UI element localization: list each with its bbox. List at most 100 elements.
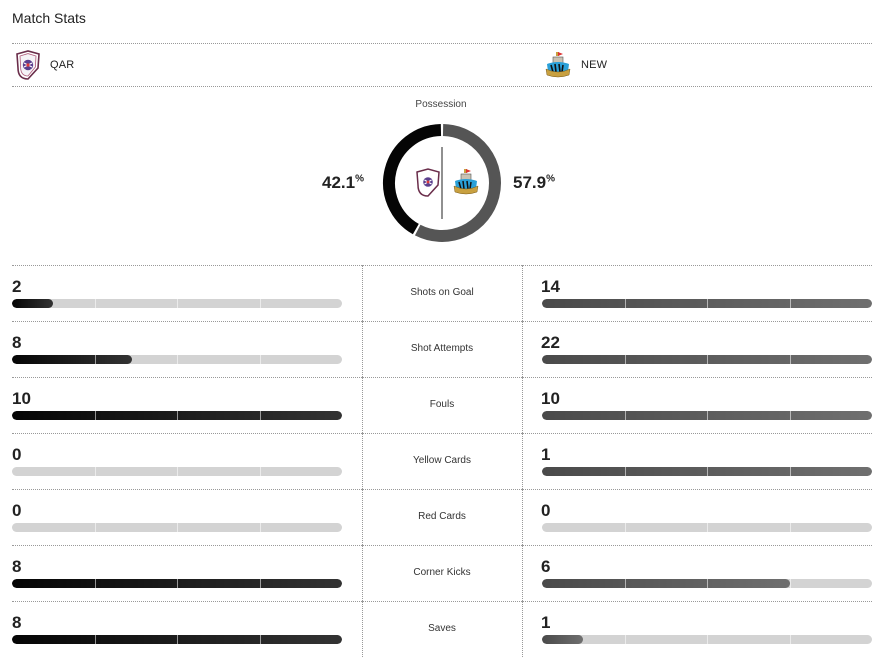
bar-segment-tick [259, 635, 261, 644]
away-stat-bar [542, 411, 872, 420]
bar-segment-tick [94, 579, 96, 588]
stat-label: Shots on Goal [410, 287, 474, 298]
bar-segment-tick [94, 355, 96, 364]
bar-segment-tick [94, 467, 96, 476]
stat-label: Red Cards [418, 511, 466, 522]
away-possession-unit: % [546, 173, 555, 185]
stat-row: 10 Fouls 10 [0, 377, 882, 433]
away-stat-bar [542, 467, 872, 476]
bar-segment-tick [177, 355, 178, 364]
away-stat-value: 22 [541, 333, 560, 352]
away-possession-number: 57.9 [513, 173, 547, 192]
home-stat-value: 8 [12, 557, 22, 576]
bar-segment-tick [259, 411, 261, 420]
bar-segment-tick [177, 523, 178, 532]
bar-segment-tick [259, 299, 261, 308]
away-stat-value: 14 [541, 277, 560, 296]
stat-row: 8 Saves 1 [0, 601, 882, 657]
bar-segment-tick [94, 299, 96, 308]
stat-label: Corner Kicks [413, 567, 471, 578]
row-divider [12, 433, 872, 434]
away-stat-bar [542, 299, 872, 308]
stat-row: 8 Shot Attempts 22 [0, 321, 882, 377]
stat-label: Yellow Cards [413, 455, 471, 466]
away-stat-value: 1 [541, 613, 551, 632]
column-divider [522, 489, 523, 545]
divider [12, 43, 872, 44]
bar-segment-tick [177, 467, 178, 476]
home-stat-value: 8 [12, 333, 22, 352]
stat-row: 0 Red Cards 0 [0, 489, 882, 545]
bar-segment-tick [624, 523, 626, 532]
stat-label: Shot Attempts [410, 343, 474, 354]
home-stat-bar-fill [12, 355, 133, 364]
possession-label: Possession [415, 99, 467, 110]
column-divider [522, 433, 523, 489]
bar-segment-tick [259, 355, 261, 364]
qarabag-crest-icon [16, 50, 40, 80]
bar-segment-tick [789, 355, 791, 364]
row-divider [12, 601, 872, 602]
home-stat-bar [12, 579, 342, 588]
away-stat-value: 0 [541, 501, 551, 520]
home-stat-bar [12, 299, 342, 308]
column-divider [362, 433, 363, 489]
row-divider [12, 489, 872, 490]
bar-segment-tick [177, 299, 178, 308]
row-divider [12, 545, 872, 546]
column-divider [362, 545, 363, 601]
column-divider [522, 265, 523, 321]
bar-segment-tick [707, 467, 708, 476]
stat-row: 2 Shots on Goal 14 [0, 265, 882, 321]
home-stat-bar [12, 635, 342, 644]
away-stat-bar-fill [542, 579, 790, 588]
stat-row: 8 Corner Kicks 6 [0, 545, 882, 601]
away-stat-bar [542, 579, 872, 588]
bar-segment-tick [789, 299, 791, 308]
away-possession-value: 57.9% [513, 173, 555, 193]
stats-table: 2 Shots on Goal 14 8 Shot Attempts 22 10 Fouls 1… [0, 265, 882, 657]
away-stat-bar [542, 635, 872, 644]
away-stat-value: 1 [541, 445, 551, 464]
bar-segment-tick [624, 299, 626, 308]
bar-segment-tick [789, 467, 791, 476]
column-divider [362, 265, 363, 321]
bar-segment-tick [707, 579, 708, 588]
home-possession-value: 42.1% [322, 173, 364, 193]
home-stat-bar [12, 523, 342, 532]
home-stat-value: 8 [12, 613, 22, 632]
home-stat-bar [12, 355, 342, 364]
qarabag-crest-icon [416, 168, 440, 197]
bar-segment-tick [94, 635, 96, 644]
divider [12, 86, 872, 87]
stat-row: 0 Yellow Cards 1 [0, 433, 882, 489]
column-divider [362, 489, 363, 545]
bar-segment-tick [789, 523, 791, 532]
bar-segment-tick [624, 635, 626, 644]
column-divider [522, 321, 523, 377]
away-team-abbr: NEW [581, 59, 608, 71]
home-team-header: QAR [14, 50, 74, 80]
bar-segment-tick [789, 635, 791, 644]
bar-segment-tick [707, 355, 708, 364]
away-stat-value: 6 [541, 557, 551, 576]
bar-segment-tick [259, 467, 261, 476]
bar-segment-tick [707, 411, 708, 420]
home-possession-number: 42.1 [322, 173, 356, 192]
home-stat-value: 0 [12, 445, 22, 464]
bar-segment-tick [707, 523, 708, 532]
home-team-abbr: QAR [50, 59, 75, 71]
stat-label: Fouls [429, 399, 455, 410]
home-stat-value: 10 [12, 389, 31, 408]
home-stat-value: 0 [12, 501, 22, 520]
bar-segment-tick [707, 635, 708, 644]
home-possession-unit: % [355, 173, 364, 185]
column-divider [362, 377, 363, 433]
away-stat-value: 10 [541, 389, 560, 408]
section-title: Match Stats [12, 10, 86, 26]
row-divider [12, 265, 872, 266]
column-divider [522, 601, 523, 657]
newcastle-crest-icon [545, 52, 571, 78]
bar-segment-tick [177, 411, 178, 420]
bar-segment-tick [94, 523, 96, 532]
